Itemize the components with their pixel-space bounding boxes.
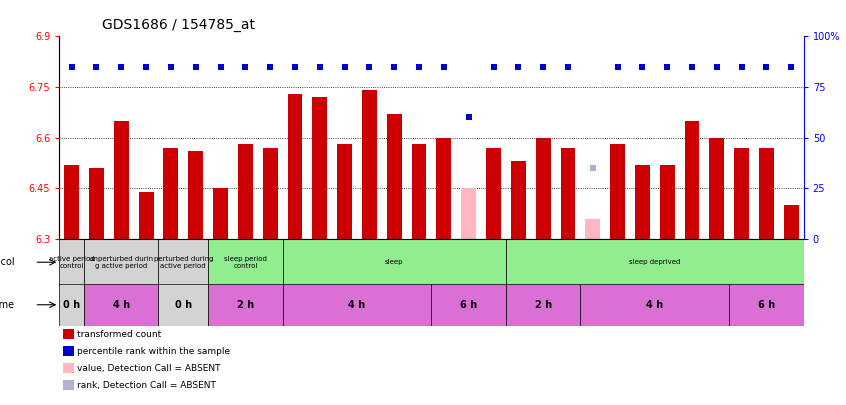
Bar bbox=[238, 145, 253, 239]
Text: sleep deprived: sleep deprived bbox=[629, 259, 680, 265]
Bar bbox=[89, 168, 104, 239]
Bar bbox=[437, 138, 451, 239]
Bar bbox=[511, 161, 525, 239]
Bar bbox=[283, 239, 506, 286]
Bar bbox=[585, 219, 600, 239]
Bar bbox=[461, 188, 476, 239]
Text: perturbed during
active period: perturbed during active period bbox=[154, 256, 213, 269]
Bar bbox=[114, 121, 129, 239]
Bar bbox=[660, 165, 674, 239]
Bar bbox=[506, 239, 804, 286]
Bar bbox=[312, 97, 327, 239]
Bar bbox=[710, 138, 724, 239]
Text: 2 h: 2 h bbox=[535, 300, 552, 310]
Bar bbox=[610, 145, 625, 239]
Bar bbox=[784, 205, 799, 239]
Bar bbox=[84, 239, 158, 286]
Bar bbox=[59, 239, 84, 286]
Text: sleep: sleep bbox=[385, 259, 404, 265]
Text: sleep period
control: sleep period control bbox=[224, 256, 266, 269]
Bar bbox=[729, 284, 804, 326]
Text: unperturbed durin
g active period: unperturbed durin g active period bbox=[89, 256, 153, 269]
Bar bbox=[208, 284, 283, 326]
Text: percentile rank within the sample: percentile rank within the sample bbox=[77, 347, 230, 356]
Text: 4 h: 4 h bbox=[349, 300, 365, 310]
Text: 6 h: 6 h bbox=[460, 300, 477, 310]
Text: protocol: protocol bbox=[0, 257, 14, 267]
Text: 0 h: 0 h bbox=[175, 300, 192, 310]
Text: rank, Detection Call = ABSENT: rank, Detection Call = ABSENT bbox=[77, 381, 216, 390]
Bar bbox=[387, 114, 402, 239]
Bar bbox=[208, 239, 283, 286]
Bar bbox=[263, 148, 277, 239]
Bar bbox=[59, 284, 84, 326]
Bar bbox=[635, 165, 650, 239]
Text: GDS1686 / 154785_at: GDS1686 / 154785_at bbox=[102, 18, 255, 32]
Bar bbox=[213, 188, 228, 239]
Text: 6 h: 6 h bbox=[758, 300, 775, 310]
Text: active period
control: active period control bbox=[49, 256, 95, 269]
Bar bbox=[64, 165, 79, 239]
Bar bbox=[486, 148, 501, 239]
Bar bbox=[362, 90, 376, 239]
Bar bbox=[759, 148, 774, 239]
Bar bbox=[338, 145, 352, 239]
Text: transformed count: transformed count bbox=[77, 330, 162, 339]
Bar bbox=[288, 94, 302, 239]
Text: 4 h: 4 h bbox=[113, 300, 129, 310]
Bar bbox=[84, 284, 158, 326]
Bar bbox=[684, 121, 700, 239]
Bar bbox=[139, 192, 153, 239]
Bar bbox=[734, 148, 749, 239]
Bar bbox=[158, 284, 208, 326]
Bar bbox=[163, 148, 179, 239]
Bar bbox=[536, 138, 551, 239]
Bar bbox=[158, 239, 208, 286]
Bar bbox=[283, 284, 431, 326]
Text: time: time bbox=[0, 300, 14, 310]
Bar bbox=[412, 145, 426, 239]
Text: 4 h: 4 h bbox=[646, 300, 663, 310]
Text: 0 h: 0 h bbox=[63, 300, 80, 310]
Bar bbox=[506, 284, 580, 326]
Bar bbox=[580, 284, 729, 326]
Bar bbox=[561, 148, 575, 239]
Text: value, Detection Call = ABSENT: value, Detection Call = ABSENT bbox=[77, 364, 221, 373]
Bar bbox=[431, 284, 506, 326]
Text: 2 h: 2 h bbox=[237, 300, 254, 310]
Bar bbox=[189, 151, 203, 239]
